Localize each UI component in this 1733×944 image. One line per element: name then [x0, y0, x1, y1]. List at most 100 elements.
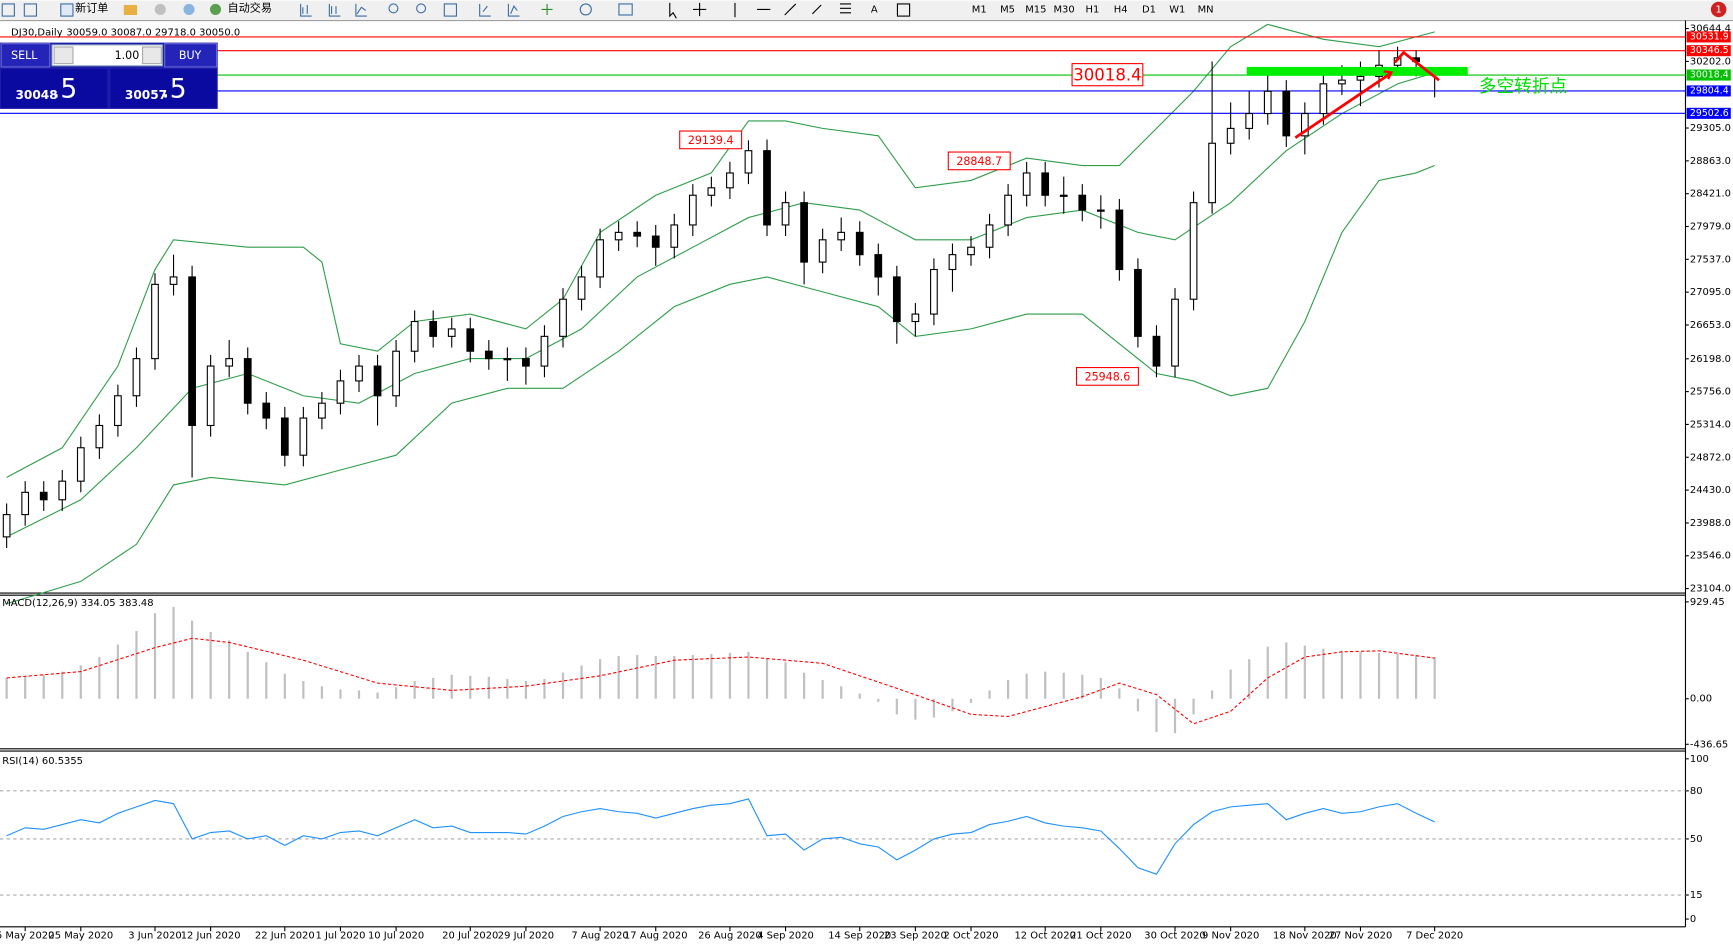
candle-body — [707, 187, 716, 196]
timeframe-button[interactable]: MN — [1198, 4, 1214, 15]
signal-line — [6, 637, 1435, 725]
panel-title: MACD(12,26,9) 334.05 383.48 — [2, 598, 153, 609]
tool-icon[interactable] — [541, 3, 553, 15]
lot-down[interactable] — [53, 46, 74, 65]
candle-body — [188, 276, 196, 427]
tool-icon[interactable] — [507, 3, 520, 17]
candle-body — [522, 358, 530, 367]
buy-button[interactable] — [164, 43, 218, 68]
price-label: 30531.9 — [1690, 31, 1729, 42]
tool-icon[interactable] — [1, 3, 15, 17]
rsi-panel: 100 80 50 15 0 RSI(14) 60.5355 — [0, 754, 1709, 925]
candle-body — [410, 320, 419, 352]
notification-badge[interactable] — [1710, 1, 1727, 18]
candle-body — [1059, 194, 1068, 197]
sell-button[interactable] — [0, 43, 51, 68]
y-tick-label: 24430.0 — [1690, 485, 1731, 496]
x-tick-label: 9 Nov 2020 — [1202, 931, 1259, 942]
candle-body — [633, 231, 642, 237]
tool-icon[interactable] — [443, 3, 458, 17]
candle-body — [484, 350, 493, 360]
x-tick-label: 17 Aug 2020 — [624, 931, 688, 942]
new-order[interactable]: 新订单 — [75, 0, 108, 14]
price-label-box — [1686, 31, 1731, 43]
auto-trading-icon[interactable] — [209, 3, 222, 15]
price-label-box — [1686, 107, 1731, 119]
tool-icon[interactable] — [388, 3, 399, 14]
candle-body — [243, 358, 252, 404]
price-label-box — [1686, 45, 1731, 57]
candle-body — [336, 380, 345, 404]
timeframe-button[interactable]: W1 — [1169, 4, 1185, 15]
trend-arrow — [1294, 72, 1392, 139]
annotations: 30018.4 29139.4 28848.7 25948.6 多空转折点 — [679, 63, 1567, 386]
tool-icon[interactable] — [479, 3, 491, 17]
candle-body — [781, 202, 790, 226]
candle-body — [1226, 127, 1235, 144]
y-tick-label: 0.00 — [1690, 694, 1712, 705]
buy-label: BUY — [179, 49, 202, 62]
x-tick-label: 23 Sep 2020 — [884, 931, 947, 942]
tool-icon[interactable] — [154, 3, 166, 15]
x-tick-label: 12 Oct 2020 — [1014, 931, 1075, 942]
y-tick-label: 0 — [1690, 914, 1696, 925]
y-tick-label: 15 — [1690, 890, 1703, 901]
price-label: 30018.4 — [1690, 70, 1729, 81]
notification-count: 1 — [1715, 4, 1721, 15]
tool-icon[interactable] — [618, 3, 633, 16]
candle-body — [577, 276, 586, 300]
timeframe-button[interactable]: D1 — [1142, 4, 1156, 15]
buy-price-box[interactable] — [110, 69, 217, 108]
candle-body — [874, 254, 883, 278]
ask-fraction: .5 — [161, 74, 186, 105]
tool-icon[interactable] — [896, 3, 911, 17]
candle-body — [948, 254, 957, 271]
panel-title: RSI(14) 60.5355 — [2, 756, 83, 767]
y-tick-label: 25756.0 — [1690, 387, 1731, 398]
timeframe-button[interactable]: M5 — [1000, 4, 1015, 15]
candle-body — [559, 298, 567, 337]
candle-body — [151, 283, 159, 360]
candle-body — [744, 150, 753, 174]
tool-icon[interactable] — [734, 2, 852, 18]
lot-input[interactable] — [51, 44, 164, 67]
timeframe-button[interactable]: H4 — [1114, 4, 1128, 15]
timeframe-button[interactable]: M30 — [1053, 4, 1074, 15]
auto-trading[interactable]: 自动交易 — [228, 0, 272, 14]
candle-body — [1245, 112, 1254, 129]
lot-up[interactable] — [142, 46, 162, 65]
candle-body — [1338, 79, 1346, 85]
text-tool[interactable]: A — [871, 4, 878, 15]
tool-icon[interactable] — [328, 3, 341, 17]
candle-body — [58, 480, 67, 501]
lot-value: 1.00 — [115, 49, 140, 62]
tool-icon[interactable] — [416, 3, 427, 14]
tool-icon[interactable] — [579, 3, 592, 16]
new-order-icon[interactable] — [60, 3, 74, 17]
support-zone — [1246, 66, 1468, 76]
price-annotation: 28848.7 — [956, 155, 1002, 168]
tool-icon[interactable] — [355, 3, 367, 17]
candle-body — [225, 358, 234, 367]
y-tick-label: 100 — [1690, 754, 1709, 765]
tool-icon[interactable] — [123, 5, 138, 15]
candle-body — [1356, 75, 1365, 81]
sell-label: SELL — [11, 49, 38, 62]
timeframe-button[interactable]: M1 — [972, 4, 987, 15]
tool-icon[interactable] — [692, 2, 707, 17]
tool-icon[interactable] — [300, 3, 312, 17]
timeframe-button[interactable]: M15 — [1025, 4, 1046, 15]
x-tick-label: 5 May 2020 — [0, 931, 54, 942]
tool-icon[interactable] — [23, 3, 38, 17]
y-tick-label: 26653.0 — [1690, 320, 1731, 331]
tool-icon[interactable] — [669, 2, 677, 19]
candle-body — [651, 235, 660, 248]
candle-body — [726, 172, 734, 189]
x-tick-label: 20 Jul 2020 — [442, 931, 498, 942]
candle-body — [1171, 298, 1179, 367]
candle-body — [985, 224, 994, 248]
tool-icon[interactable] — [183, 3, 195, 15]
annotation-text: 多空转折点 — [1479, 76, 1567, 97]
timeframe-button[interactable]: H1 — [1086, 4, 1100, 15]
sell-price-box[interactable] — [1, 69, 108, 108]
